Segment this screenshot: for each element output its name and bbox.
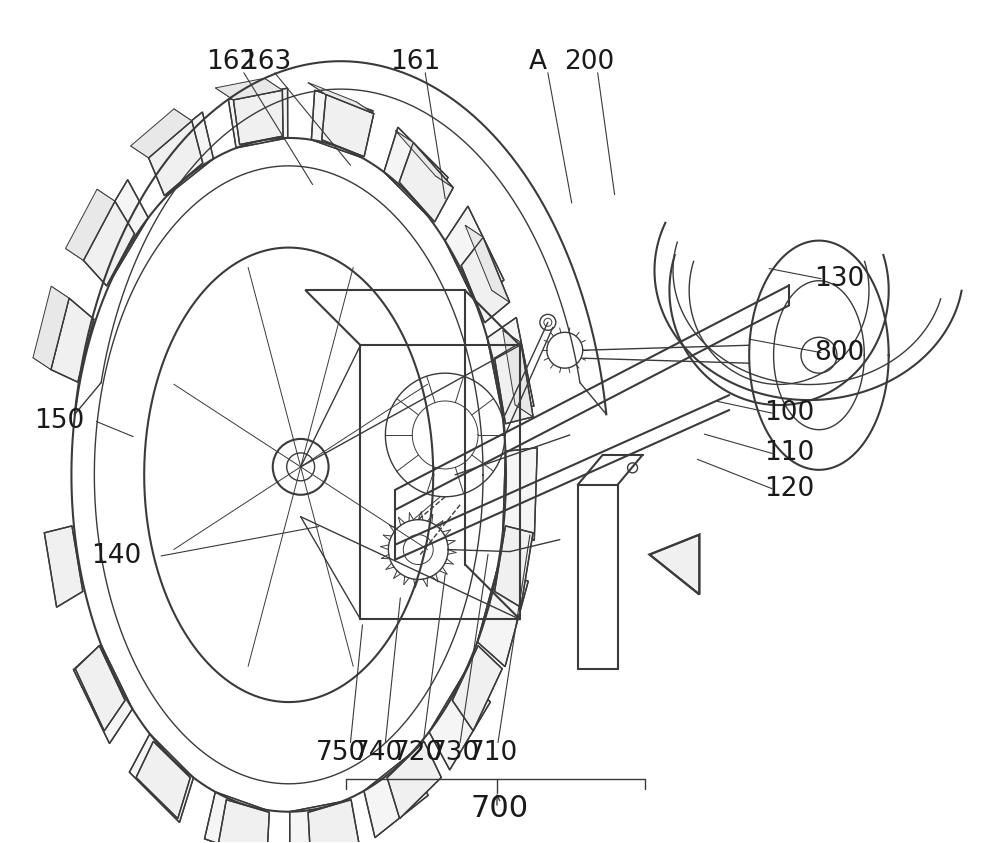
Text: 100: 100 (764, 400, 814, 426)
Text: 163: 163 (241, 49, 291, 75)
Polygon shape (129, 734, 193, 823)
Polygon shape (503, 448, 537, 540)
Text: 200: 200 (565, 49, 615, 75)
Text: 120: 120 (764, 475, 814, 502)
Polygon shape (205, 792, 266, 843)
Polygon shape (429, 673, 490, 770)
Polygon shape (495, 526, 533, 607)
Polygon shape (384, 127, 448, 216)
Text: 140: 140 (91, 543, 141, 569)
Polygon shape (149, 112, 213, 196)
Polygon shape (44, 526, 83, 607)
Polygon shape (465, 225, 510, 302)
Polygon shape (87, 180, 148, 277)
Polygon shape (51, 298, 94, 382)
Text: 700: 700 (471, 793, 529, 823)
Polygon shape (149, 121, 203, 196)
Polygon shape (83, 201, 135, 286)
Text: 730: 730 (430, 740, 480, 766)
Text: 130: 130 (814, 266, 864, 292)
Text: 800: 800 (814, 340, 864, 366)
Polygon shape (290, 802, 349, 843)
Polygon shape (322, 94, 374, 157)
Polygon shape (395, 131, 453, 188)
Polygon shape (308, 83, 374, 114)
Polygon shape (477, 567, 528, 667)
Polygon shape (503, 330, 533, 416)
Polygon shape (136, 741, 190, 819)
Polygon shape (308, 800, 359, 843)
Polygon shape (233, 90, 283, 144)
Text: 710: 710 (468, 740, 518, 766)
Polygon shape (311, 90, 373, 158)
Polygon shape (495, 342, 533, 424)
Polygon shape (487, 318, 534, 415)
Text: 750: 750 (315, 740, 366, 766)
Polygon shape (66, 190, 115, 260)
Polygon shape (131, 109, 192, 158)
Polygon shape (73, 645, 132, 744)
Text: 161: 161 (390, 49, 440, 75)
Text: 720: 720 (393, 740, 443, 766)
Polygon shape (461, 237, 510, 323)
Text: 162: 162 (206, 49, 256, 75)
Text: A: A (529, 49, 547, 75)
Polygon shape (387, 741, 441, 819)
Polygon shape (75, 646, 125, 731)
Polygon shape (452, 646, 502, 731)
Text: 740: 740 (353, 740, 404, 766)
Polygon shape (399, 142, 453, 222)
Polygon shape (364, 754, 428, 838)
Polygon shape (228, 89, 288, 148)
Text: 150: 150 (34, 409, 85, 434)
Polygon shape (33, 287, 69, 369)
Polygon shape (215, 78, 282, 99)
Polygon shape (218, 800, 269, 843)
Polygon shape (650, 534, 699, 594)
Text: 110: 110 (764, 440, 814, 466)
Polygon shape (445, 207, 504, 305)
